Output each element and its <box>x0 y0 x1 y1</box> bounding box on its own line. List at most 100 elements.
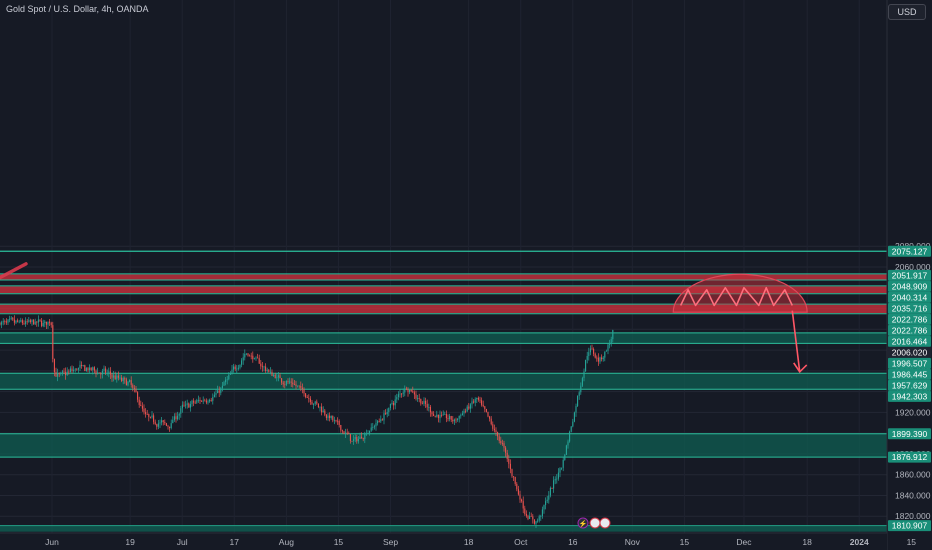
candle-body <box>327 415 329 418</box>
time-tick-label: 18 <box>802 537 812 547</box>
candle-body <box>79 364 81 368</box>
candle-body <box>58 373 60 375</box>
candle-body <box>482 404 484 407</box>
candle-body <box>476 397 478 400</box>
candle-body <box>428 406 430 408</box>
candle-body <box>578 392 580 396</box>
candle-body <box>156 424 158 427</box>
resistance-band <box>0 274 887 280</box>
candle-body <box>548 495 550 500</box>
candle-body <box>258 358 260 364</box>
candle-body <box>503 443 505 448</box>
price-label: 1876.912 <box>892 452 928 462</box>
candle-body <box>228 374 230 380</box>
candle-body <box>306 396 308 398</box>
candle-body <box>468 406 470 409</box>
candle-body <box>309 398 311 402</box>
candle-body <box>455 419 457 421</box>
candle-body <box>199 399 201 402</box>
candle-body <box>111 374 113 378</box>
candle-body <box>490 418 492 425</box>
candle-body <box>372 427 374 428</box>
projection-zigzag <box>679 286 794 307</box>
candle-body <box>346 432 348 434</box>
candle-body <box>564 454 566 460</box>
candle-body <box>567 441 569 446</box>
projection-arrow-shaft <box>791 310 801 372</box>
candle-body <box>596 357 598 359</box>
candle-body <box>370 427 372 431</box>
candle-body <box>351 440 353 442</box>
candle-body <box>525 513 527 516</box>
price-label-box <box>888 520 931 532</box>
candle-body <box>225 379 227 383</box>
candle-body <box>593 348 595 354</box>
price-label-box <box>888 368 931 380</box>
candle-body <box>330 416 332 418</box>
candle-body <box>49 321 51 323</box>
event-bolt-icon[interactable] <box>577 517 589 529</box>
candle-body <box>562 459 564 468</box>
candle-body <box>0 323 1 325</box>
price-label-box <box>888 291 931 303</box>
candle-body <box>383 413 385 421</box>
candle-body <box>175 416 177 420</box>
candle-body <box>76 369 78 371</box>
candle-body <box>293 384 295 385</box>
candle-body <box>340 424 342 431</box>
candle-body <box>505 447 507 453</box>
candle-body <box>292 382 294 385</box>
candle-body <box>247 353 249 356</box>
candle-body <box>543 504 545 510</box>
us-flag-icon[interactable] <box>589 517 601 529</box>
candle-body <box>585 359 587 372</box>
candle-body <box>415 394 417 399</box>
candle-body <box>527 515 529 519</box>
candle-body <box>133 387 135 389</box>
candle-body <box>146 413 148 415</box>
candle-body <box>333 419 335 421</box>
candle-body <box>519 494 521 500</box>
candle-body <box>201 401 203 402</box>
price-tick-label: 1820.000 <box>895 511 931 521</box>
candle-body <box>316 401 318 404</box>
candle-body <box>533 519 535 524</box>
candle-body <box>213 394 215 397</box>
time-tick-label: 16 <box>568 537 578 547</box>
candle-body <box>117 375 119 378</box>
us-flag-icon[interactable] <box>599 517 611 529</box>
candle-body <box>609 344 611 345</box>
candle-body <box>149 416 151 418</box>
candle-body <box>474 399 476 403</box>
candle-body <box>137 392 139 400</box>
candle-body <box>551 487 553 489</box>
candle-body <box>183 404 185 406</box>
candle-body <box>425 400 427 405</box>
candle-body <box>119 377 121 379</box>
currency-button[interactable]: USD <box>888 4 926 20</box>
candle-body <box>189 404 191 408</box>
candle-body <box>13 319 15 323</box>
candle-body <box>241 360 243 365</box>
time-tick-label: Oct <box>514 537 528 547</box>
candle-body <box>538 516 540 521</box>
candle-body <box>164 422 166 424</box>
candle-body <box>516 483 518 490</box>
candle-body <box>356 436 358 442</box>
candle-body <box>317 403 319 408</box>
candle-body <box>431 412 433 415</box>
candle-body <box>31 319 33 322</box>
candlestick-series <box>0 315 614 528</box>
candle-body <box>517 489 519 495</box>
candle-body <box>29 320 31 322</box>
candle-body <box>239 364 241 368</box>
candle-body <box>337 420 339 422</box>
price-label: 2035.716 <box>892 303 928 313</box>
candle-body <box>367 433 369 434</box>
candle-body <box>162 420 164 423</box>
candle-body <box>357 438 359 442</box>
candle-body <box>375 423 377 427</box>
price-label: 1810.907 <box>892 521 928 531</box>
resistance-band <box>0 304 887 314</box>
